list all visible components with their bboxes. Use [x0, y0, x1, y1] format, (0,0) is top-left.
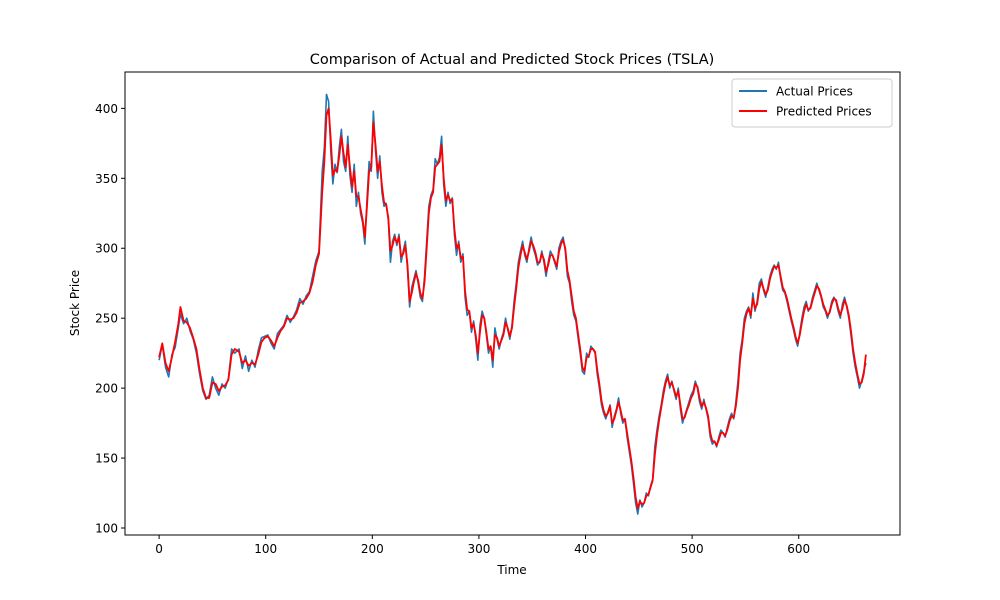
y-tick-label: 300 [95, 242, 118, 256]
x-tick-label: 0 [155, 542, 163, 556]
plot-frame [124, 71, 901, 536]
y-tick-label: 100 [95, 522, 118, 536]
x-axis: 0 100 200 300 400 500 600 [155, 535, 810, 556]
y-axis: 100 150 200 250 300 350 400 [95, 102, 125, 536]
y-tick-label: 150 [95, 452, 118, 466]
x-tick-label: 200 [361, 542, 384, 556]
chart-title: Comparison of Actual and Predicted Stock… [310, 52, 715, 68]
predicted-prices-line [158, 107, 867, 510]
y-tick-label: 400 [95, 102, 118, 116]
x-tick-label: 100 [254, 542, 277, 556]
y-tick-label: 250 [95, 312, 118, 326]
legend: Actual Prices Predicted Prices [731, 78, 893, 128]
plot-area [158, 93, 867, 515]
legend-box [731, 78, 893, 128]
legend-label-predicted: Predicted Prices [776, 105, 872, 119]
series-layer [158, 93, 867, 515]
x-tick-label: 500 [681, 542, 704, 556]
y-tick-label: 200 [95, 382, 118, 396]
x-axis-label: Time [496, 563, 526, 577]
y-tick-label: 350 [95, 172, 118, 186]
legend-label-actual: Actual Prices [776, 85, 853, 99]
x-tick-label: 400 [574, 542, 597, 556]
x-tick-label: 300 [467, 542, 490, 556]
y-axis-label: Stock Price [68, 270, 82, 336]
x-tick-label: 600 [787, 542, 810, 556]
